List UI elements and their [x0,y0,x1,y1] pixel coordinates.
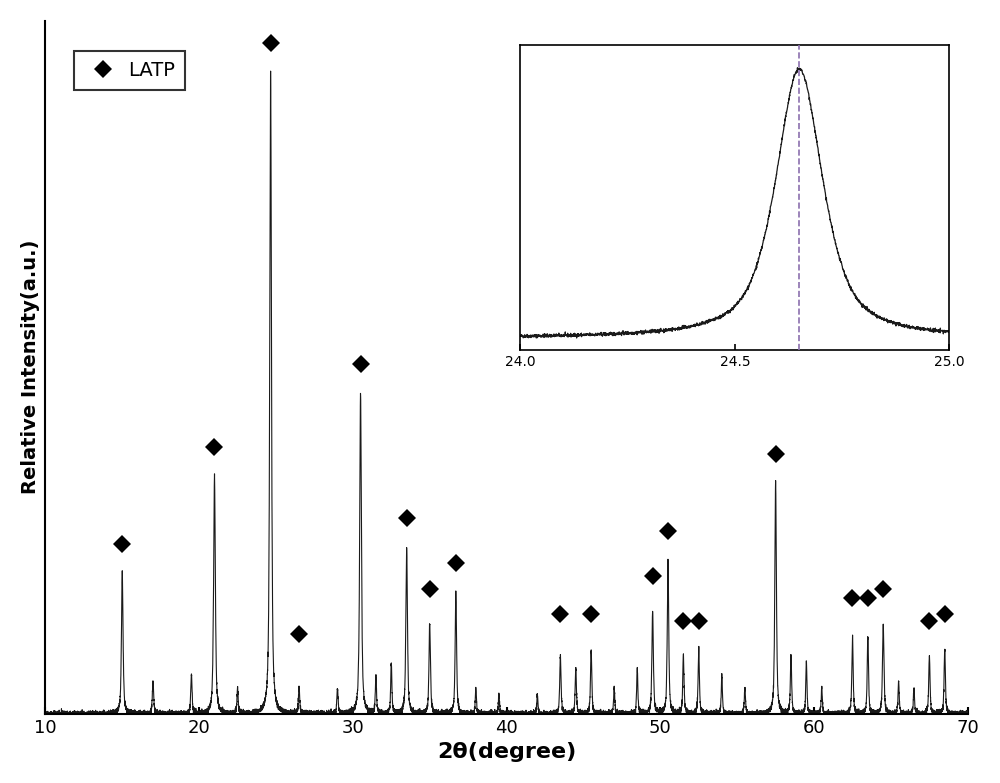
X-axis label: 2θ(degree): 2θ(degree) [437,742,576,762]
Y-axis label: Relative Intensity(a.u.): Relative Intensity(a.u.) [21,240,40,495]
Legend: LATP: LATP [74,52,185,90]
